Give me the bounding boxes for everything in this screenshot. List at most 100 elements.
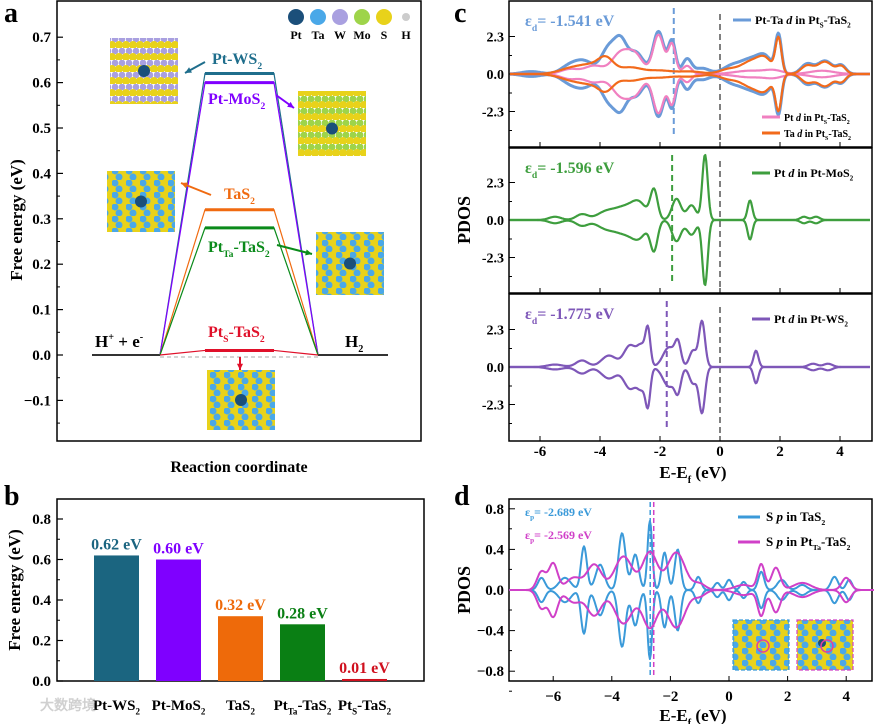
pt-atom-icon xyxy=(344,257,356,270)
text-part: S xyxy=(824,120,828,126)
y-tick-label: 0.0 xyxy=(485,583,504,599)
bar-1 xyxy=(156,559,201,681)
x-tick-label: 4 xyxy=(836,444,844,460)
band-center-label: εd​= -1.775 eV xyxy=(525,306,615,327)
text-part: + xyxy=(108,332,114,343)
text-part: in Pt xyxy=(801,113,824,124)
band-center-label: εp​= -2.569 eV xyxy=(525,528,592,545)
arrow-ptta-head xyxy=(305,249,312,256)
text-part: 2 xyxy=(265,249,270,260)
text-part: 2 xyxy=(260,334,265,345)
y-tick-label: −0.1 xyxy=(24,393,51,409)
legend-label: Ta d in PtS​-TaS2​ xyxy=(784,129,851,142)
text-part: Pt xyxy=(274,698,288,714)
series-label-tas2: TaS2​ xyxy=(224,186,255,207)
text-part: in TaS xyxy=(783,509,821,524)
text-part: p xyxy=(530,537,534,545)
band-center-label: εd​= -1.596 eV xyxy=(525,160,615,181)
atom-legend-label: Mo xyxy=(353,28,370,42)
text-part: Pt xyxy=(774,166,788,180)
y-tick-label: 0.5 xyxy=(32,121,51,137)
y-tick-label: -2.3 xyxy=(482,105,504,120)
text-part: 2 xyxy=(847,22,851,30)
bar-value-label: 0.01 eV xyxy=(339,660,390,677)
text-part: Ta xyxy=(813,543,821,552)
pdos-curve xyxy=(509,154,871,222)
pdos-curve xyxy=(509,589,874,630)
text-part: f xyxy=(688,475,692,486)
atom-legend-label: Ta xyxy=(312,28,325,42)
x-tick-label: -6 xyxy=(534,444,547,460)
text-part: E-E xyxy=(659,463,687,482)
y-tick-label: 0.4 xyxy=(485,542,504,558)
atom-legend-label: S xyxy=(381,28,388,42)
text-part: -TaS xyxy=(357,698,386,714)
text-part: 2 xyxy=(358,344,363,355)
text-part: d xyxy=(796,113,802,124)
text-part: Pt-WS xyxy=(212,51,257,68)
text-part: H xyxy=(345,332,358,351)
y-tick-label: 0.8 xyxy=(32,512,51,528)
text-part: in Pt-MoS xyxy=(794,166,850,180)
x-tick-label: 0 xyxy=(725,689,733,705)
text-part: p xyxy=(775,534,783,549)
text-part: d xyxy=(788,166,795,180)
structure-inset xyxy=(732,619,790,671)
y-tick-label: 0.7 xyxy=(32,30,51,46)
x-axis-label: Reaction coordinate xyxy=(170,459,307,476)
x-tick-label: -4 xyxy=(594,444,607,460)
text-part: d xyxy=(786,13,793,27)
text-part: Ta xyxy=(784,129,797,140)
y-tick-label: 0.4 xyxy=(32,593,51,609)
watermark: 大数跨境 xyxy=(40,697,96,714)
legend-label: Pt-Ta d in PtS​-TaS2​ xyxy=(755,13,851,30)
panel-label-c: c xyxy=(454,0,466,29)
pt-atom-icon xyxy=(326,122,338,135)
bar-2 xyxy=(218,616,263,681)
panel-label-b: b xyxy=(4,481,20,512)
text-part: 2 xyxy=(844,321,848,329)
text-part: S xyxy=(766,534,776,549)
text-part: Pt-WS xyxy=(93,698,136,714)
text-part: TaS xyxy=(226,698,250,714)
pt-atom-icon xyxy=(235,394,247,406)
arrow-ws2-head xyxy=(185,67,192,73)
y-tick-label: 0.2 xyxy=(32,634,51,650)
y-tick-label: −0.8 xyxy=(477,664,504,680)
y-tick-label: 0.0 xyxy=(487,361,505,376)
text-part: -TaS xyxy=(297,698,326,714)
text-part: 2 xyxy=(327,707,332,717)
text-part: Pt xyxy=(208,239,224,256)
text-part: Ta xyxy=(288,707,298,717)
y-tick-label: 0.1 xyxy=(32,303,51,319)
series-label-mos2: Pt-MoS2​ xyxy=(208,91,265,112)
legend-label: Pt d in Pt-MoS2​ xyxy=(774,166,854,183)
text-part: Ta xyxy=(223,249,234,260)
series-label-ptta: PtTa​-TaS2​ xyxy=(208,239,270,260)
y-tick-label: 2.3 xyxy=(487,324,505,339)
text-part: Pt xyxy=(774,312,788,326)
series-label-ws2: Pt-WS2​ xyxy=(212,51,262,72)
x-tick-label: -2 xyxy=(654,444,667,460)
x-axis-label: E-Ef​ (eV) xyxy=(659,706,726,724)
x-tick-label: 4 xyxy=(842,689,850,705)
pdos-curve xyxy=(509,35,871,76)
y-tick-label: 0.0 xyxy=(32,674,51,690)
text-part: 2 xyxy=(847,120,850,126)
text-part: in Pt xyxy=(783,534,813,549)
text-part: ε xyxy=(525,306,532,323)
text-part: d xyxy=(532,316,538,327)
pdos-curve xyxy=(509,72,871,119)
text-part: S xyxy=(766,509,776,524)
text-part: = -2.689 eV xyxy=(534,505,592,519)
text-part: p xyxy=(530,514,534,522)
text-part: -TaS xyxy=(827,113,847,124)
text-part: = -1.775 eV xyxy=(537,306,615,323)
text-part: = -1.541 eV xyxy=(537,13,615,30)
pdos-curve xyxy=(509,589,874,660)
y-tick-label: 0.0 xyxy=(32,348,51,364)
text-part: -TaS xyxy=(828,129,848,140)
atom-legend-h-icon xyxy=(402,13,410,21)
text-part: -TaS xyxy=(228,324,260,341)
atom-legend-label: Pt xyxy=(290,28,301,42)
